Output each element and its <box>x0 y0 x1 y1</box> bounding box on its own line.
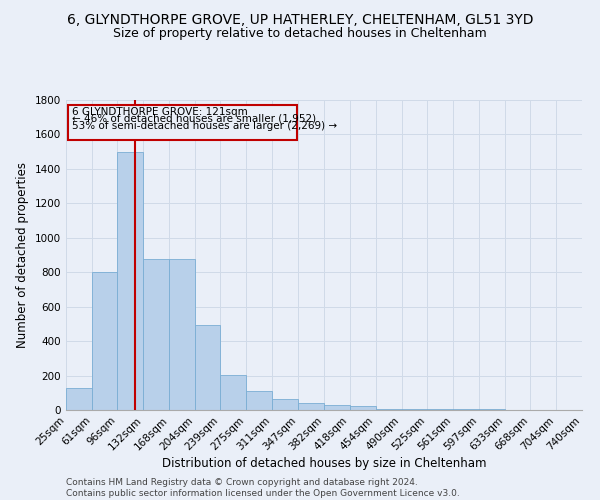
Bar <box>92 272 117 410</box>
Text: Contains HM Land Registry data © Crown copyright and database right 2024.
Contai: Contains HM Land Registry data © Crown c… <box>66 478 460 498</box>
Bar <box>66 388 92 410</box>
Text: 53% of semi-detached houses are larger (2,269) →: 53% of semi-detached houses are larger (… <box>73 120 338 130</box>
Bar <box>376 408 401 410</box>
Text: Size of property relative to detached houses in Cheltenham: Size of property relative to detached ho… <box>113 28 487 40</box>
Text: 6 GLYNDTHORPE GROVE: 121sqm: 6 GLYNDTHORPE GROVE: 121sqm <box>73 107 248 117</box>
Text: ← 46% of detached houses are smaller (1,952): ← 46% of detached houses are smaller (1,… <box>73 114 317 124</box>
Bar <box>143 260 169 410</box>
Bar <box>298 403 323 410</box>
Text: 6, GLYNDTHORPE GROVE, UP HATHERLEY, CHELTENHAM, GL51 3YD: 6, GLYNDTHORPE GROVE, UP HATHERLEY, CHEL… <box>67 12 533 26</box>
Y-axis label: Number of detached properties: Number of detached properties <box>16 162 29 348</box>
Bar <box>453 408 479 410</box>
Bar <box>427 408 453 410</box>
Bar <box>247 391 272 410</box>
Bar <box>220 374 247 410</box>
Bar <box>195 325 220 410</box>
FancyBboxPatch shape <box>68 105 297 140</box>
Bar <box>479 408 505 410</box>
Bar <box>323 405 350 410</box>
Bar <box>350 406 376 410</box>
Bar <box>169 260 195 410</box>
Bar <box>272 399 298 410</box>
Bar <box>117 152 143 410</box>
Bar <box>401 408 427 410</box>
X-axis label: Distribution of detached houses by size in Cheltenham: Distribution of detached houses by size … <box>162 458 486 470</box>
